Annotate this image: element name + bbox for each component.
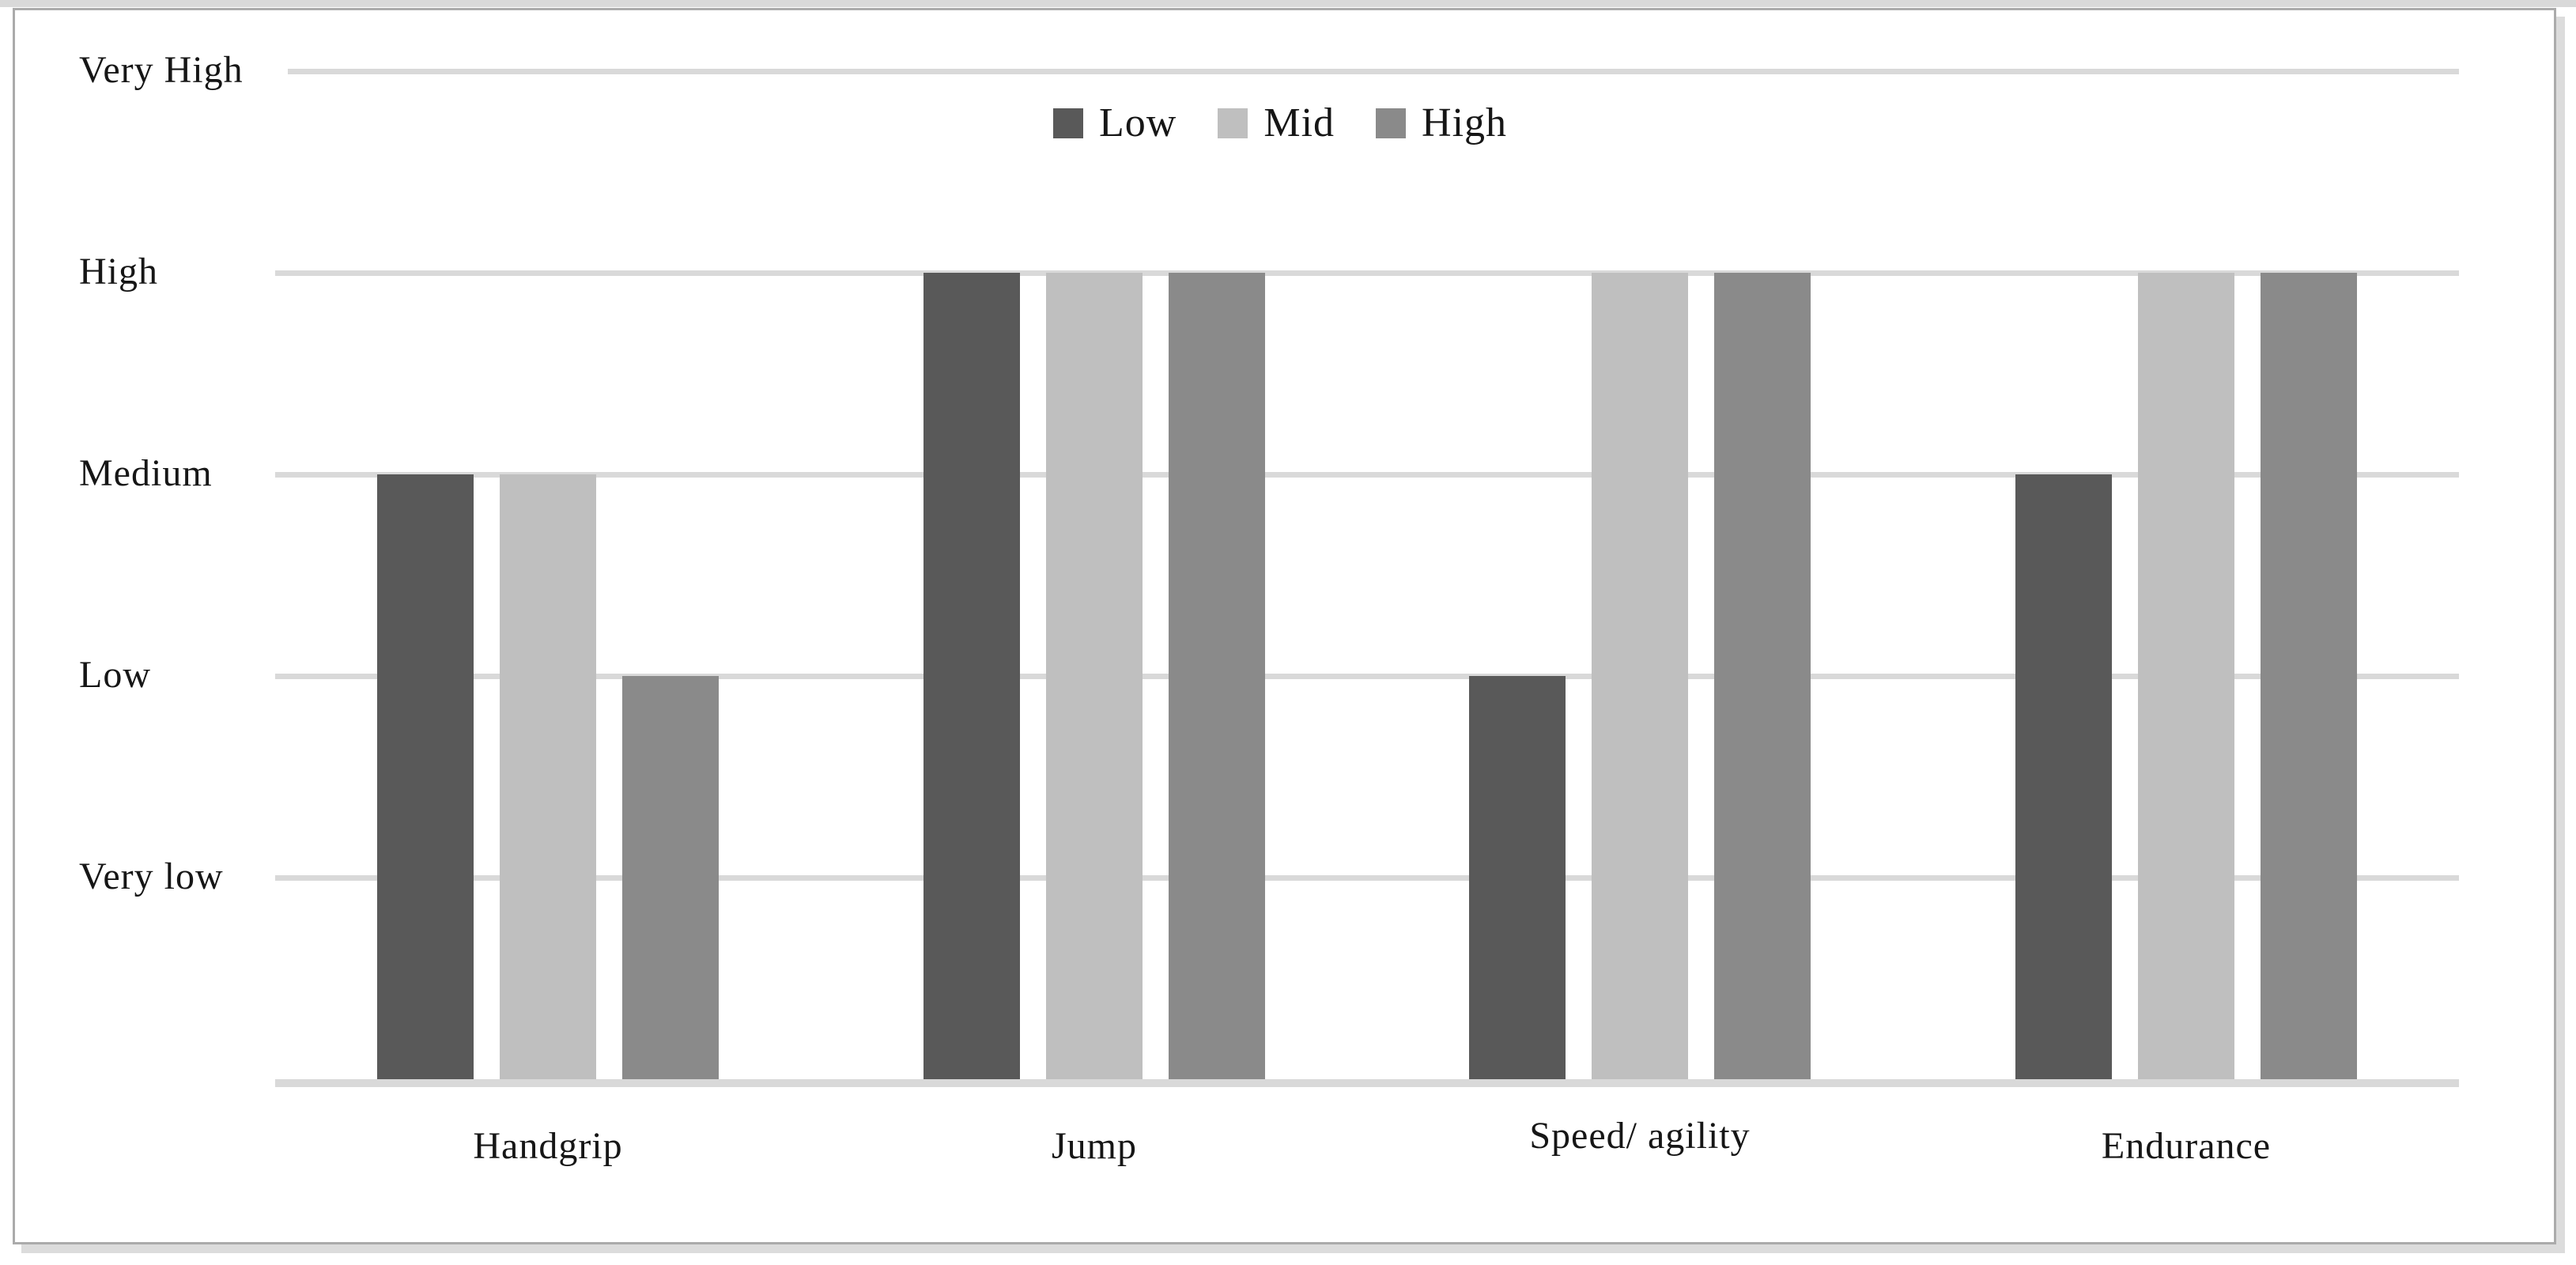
gridline-medium: [275, 472, 2459, 478]
legend-label-high: High: [1422, 100, 1508, 145]
bar-jump-mid: [1046, 273, 1143, 1079]
bar-jump-high: [1169, 273, 1265, 1079]
bar-endurance-mid: [2138, 273, 2234, 1079]
y-tick-label-very-high: Very High: [79, 45, 288, 96]
legend-item-high: High: [1376, 103, 1507, 144]
y-tick-label-high: High: [79, 247, 202, 297]
bar-speed-agility-mid: [1592, 273, 1688, 1079]
bar-handgrip-high: [622, 676, 719, 1079]
legend-item-mid: Mid: [1218, 103, 1335, 144]
bar-handgrip-low: [377, 474, 474, 1079]
page-top-strip: [0, 0, 2576, 7]
gridline-low: [275, 674, 2459, 679]
gridline-very-low: [275, 875, 2459, 881]
category-label-handgrip: Handgrip: [473, 1125, 623, 1167]
legend-label-low: Low: [1099, 100, 1177, 145]
bar-speed-agility-low: [1469, 676, 1566, 1079]
bar-endurance-high: [2261, 273, 2357, 1079]
category-label-jump: Jump: [1051, 1125, 1138, 1167]
x-axis-line: [275, 1079, 2459, 1087]
category-label-speed-agility: Speed/ agility: [1529, 1115, 1751, 1157]
legend-swatch-high: [1376, 108, 1407, 138]
legend-item-low: Low: [1053, 103, 1177, 144]
gridline-very-high: [275, 69, 2459, 74]
category-label-endurance: Endurance: [2101, 1125, 2272, 1167]
chart-legend: Low Mid High: [1053, 103, 1507, 144]
figure-frame: [13, 8, 2556, 1244]
legend-label-mid: Mid: [1263, 100, 1335, 145]
y-tick-label-low: Low: [79, 650, 195, 700]
gridline-high: [275, 270, 2459, 276]
legend-swatch-low: [1053, 108, 1083, 138]
bar-handgrip-mid: [500, 474, 596, 1079]
legend-swatch-mid: [1218, 108, 1248, 138]
bar-endurance-low: [2015, 474, 2112, 1079]
y-tick-label-very-low: Very low: [79, 852, 268, 902]
y-tick-label-medium: Medium: [79, 448, 257, 499]
bar-jump-low: [924, 273, 1020, 1079]
bar-speed-agility-high: [1714, 273, 1811, 1079]
